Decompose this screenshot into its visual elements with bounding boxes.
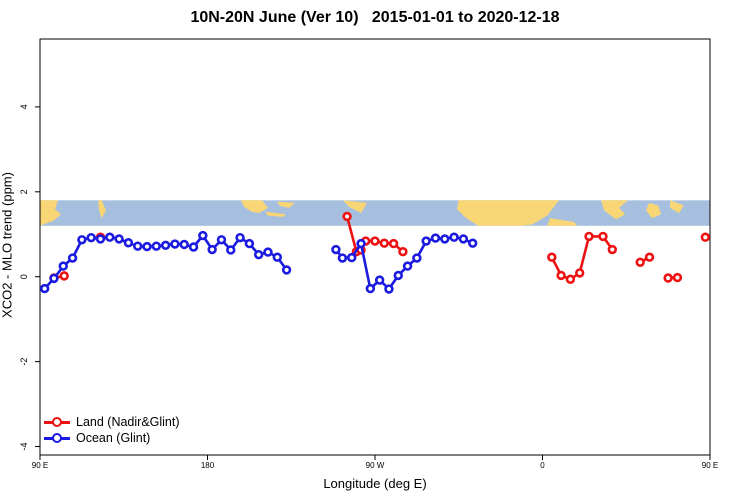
series-ocean-point-10 bbox=[123, 238, 134, 248]
legend-swatch-land bbox=[44, 414, 70, 430]
series-ocean-point-33 bbox=[374, 275, 385, 285]
series-ocean-point-21 bbox=[226, 245, 236, 255]
legend-item-land: Land (Nadir&Glint) bbox=[44, 414, 180, 430]
map-strip-land-7 bbox=[457, 200, 560, 226]
series-ocean-point-41 bbox=[449, 232, 459, 242]
x-tick-label-3: 0 bbox=[540, 461, 545, 470]
series-land-point-12 bbox=[547, 252, 557, 262]
legend-marker-ocean bbox=[52, 433, 62, 443]
y-axis-label: XCO2 - MLO trend (ppm) bbox=[0, 172, 15, 318]
series-ocean-point-15 bbox=[170, 239, 180, 249]
series-ocean-point-25 bbox=[263, 247, 273, 257]
chart-title: 10N-20N June (Ver 10) 2015-01-01 to 2020… bbox=[190, 9, 560, 26]
map-strip-land-1 bbox=[40, 200, 61, 226]
series-ocean-point-39 bbox=[430, 233, 441, 243]
series-land-point-21 bbox=[663, 273, 673, 283]
series-ocean-point-37 bbox=[412, 253, 422, 263]
series-land-point-11 bbox=[398, 246, 408, 257]
series-ocean-point-22 bbox=[235, 232, 245, 243]
series-ocean-point-23 bbox=[244, 238, 255, 249]
y-tick-label-2: 2 bbox=[19, 189, 29, 194]
series-ocean-point-28 bbox=[331, 244, 341, 255]
map-strip-land-11 bbox=[670, 200, 684, 213]
map-strip-land-10 bbox=[646, 202, 662, 219]
series-land-point-4 bbox=[342, 211, 352, 222]
series-ocean-point-6 bbox=[86, 232, 96, 243]
series-ocean-point-29 bbox=[337, 253, 348, 263]
x-tick-label-0: 90 E bbox=[32, 461, 48, 470]
series-ocean-point-26 bbox=[272, 252, 282, 262]
series-ocean-point-35 bbox=[393, 270, 403, 281]
series-ocean-point-24 bbox=[253, 249, 264, 260]
series-ocean-point-40 bbox=[440, 234, 450, 244]
y-tick-label--4: -4 bbox=[19, 443, 29, 451]
map-strip-land-6 bbox=[343, 200, 367, 213]
series-ocean-point-17 bbox=[188, 242, 199, 252]
series-ocean-point-5 bbox=[77, 235, 87, 245]
series-land-point-19 bbox=[635, 257, 645, 267]
series-land-point-9 bbox=[379, 238, 390, 248]
series-ocean-point-38 bbox=[421, 236, 431, 246]
series-ocean-point-1 bbox=[39, 283, 50, 294]
series-ocean-line-2 bbox=[334, 235, 474, 291]
map-strip-ocean bbox=[40, 200, 710, 226]
series-land-point-10 bbox=[388, 238, 399, 249]
legend-item-ocean: Ocean (Glint) bbox=[44, 430, 180, 446]
series-land-point-18 bbox=[607, 244, 617, 255]
series-land-point-14 bbox=[565, 274, 576, 284]
series-ocean-point-16 bbox=[179, 239, 189, 250]
series-land-point-17 bbox=[598, 231, 608, 242]
series-land-point-16 bbox=[584, 231, 594, 242]
y-tick-label-0: 0 bbox=[19, 274, 29, 279]
series-ocean-point-3 bbox=[58, 261, 68, 271]
series-ocean-point-30 bbox=[347, 252, 357, 263]
series-ocean-point-14 bbox=[160, 240, 171, 251]
map-strip-land-4 bbox=[265, 211, 286, 217]
series-ocean-point-20 bbox=[216, 235, 227, 245]
series-ocean-point-11 bbox=[133, 241, 143, 251]
y-tick-label--2: -2 bbox=[19, 358, 29, 366]
series-ocean-point-31 bbox=[356, 238, 366, 249]
series-land-point-8 bbox=[370, 236, 380, 246]
series-ocean-point-2 bbox=[49, 273, 59, 284]
map-strip-land-5 bbox=[277, 201, 295, 208]
x-tick-label-1: 180 bbox=[201, 461, 215, 470]
series-land-point-23 bbox=[700, 232, 711, 242]
legend-label-ocean: Ocean (Glint) bbox=[76, 431, 151, 445]
series-ocean-point-32 bbox=[365, 283, 376, 294]
series-ocean-point-4 bbox=[67, 253, 78, 263]
x-tick-label-2: 90 W bbox=[366, 461, 385, 470]
series-land-point-13 bbox=[556, 270, 566, 281]
series-ocean-point-7 bbox=[95, 234, 106, 244]
series-ocean-point-27 bbox=[281, 265, 292, 275]
x-tick-label-4: 90 E bbox=[702, 461, 718, 470]
series-land-point-15 bbox=[575, 268, 585, 278]
series-ocean-point-36 bbox=[402, 261, 413, 271]
series-land-point-2 bbox=[59, 271, 69, 281]
legend-label-land: Land (Nadir&Glint) bbox=[76, 415, 180, 429]
series-ocean-point-43 bbox=[468, 238, 478, 248]
map-strip-land-9 bbox=[601, 200, 629, 220]
series-ocean-point-18 bbox=[198, 230, 208, 241]
map-strip-land-2 bbox=[98, 200, 106, 219]
series-ocean-point-12 bbox=[142, 241, 152, 252]
series-ocean-point-13 bbox=[151, 241, 162, 251]
map-strip-land-8 bbox=[547, 218, 578, 226]
series-land-point-22 bbox=[672, 272, 683, 283]
x-axis-label: Longitude (deg E) bbox=[323, 476, 427, 491]
map-strip-land-3 bbox=[241, 200, 268, 213]
legend: Land (Nadir&Glint) Ocean (Glint) bbox=[44, 414, 180, 446]
series-land-point-20 bbox=[644, 252, 655, 262]
legend-marker-land bbox=[52, 417, 62, 427]
legend-swatch-ocean bbox=[44, 430, 70, 446]
y-tick-label-4: 4 bbox=[19, 104, 29, 109]
series-ocean-point-8 bbox=[105, 232, 115, 242]
series-ocean-point-34 bbox=[384, 284, 394, 294]
series-ocean-point-42 bbox=[458, 234, 469, 244]
series-ocean-point-19 bbox=[207, 244, 217, 255]
series-ocean-point-9 bbox=[114, 234, 124, 244]
